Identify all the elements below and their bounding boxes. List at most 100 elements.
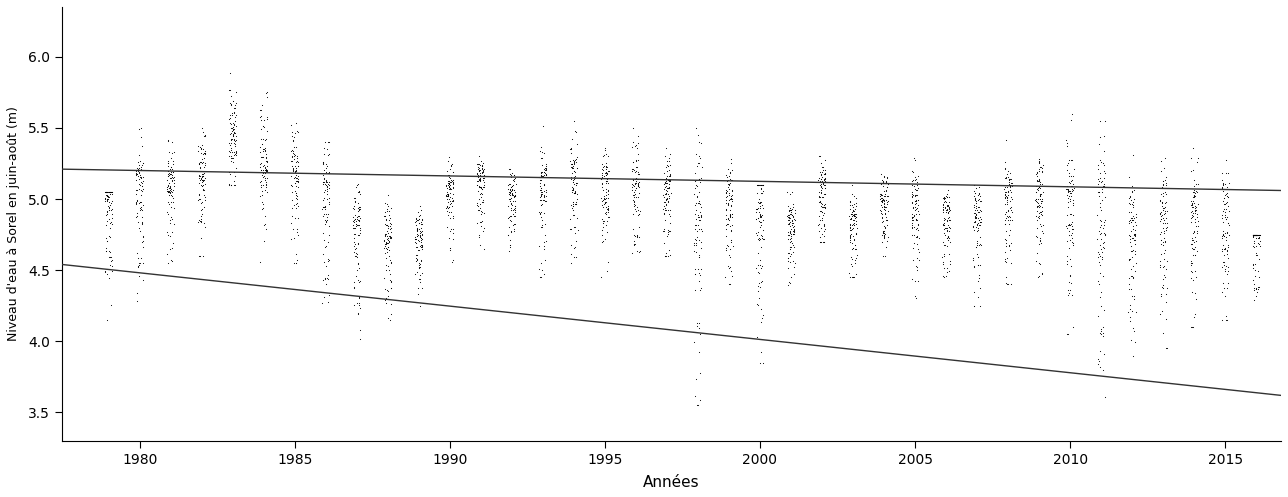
Point xyxy=(1060,179,1081,187)
Point xyxy=(625,175,645,183)
Point xyxy=(841,273,862,281)
Point xyxy=(1091,246,1112,253)
Point xyxy=(752,277,773,285)
Point xyxy=(656,182,676,190)
Point xyxy=(999,217,1020,225)
Point xyxy=(873,227,894,235)
Point xyxy=(225,117,246,125)
Point xyxy=(809,193,829,201)
Point xyxy=(251,166,272,174)
Point xyxy=(1212,245,1233,253)
Point xyxy=(407,232,428,240)
Point xyxy=(690,174,711,182)
Point xyxy=(565,128,586,136)
Point xyxy=(596,179,617,187)
Point xyxy=(1244,272,1265,280)
Point xyxy=(287,178,308,186)
Point xyxy=(1088,248,1109,256)
Point xyxy=(102,188,122,196)
Point xyxy=(224,108,245,116)
Point xyxy=(1029,177,1050,185)
Point xyxy=(598,166,618,174)
Point xyxy=(563,200,583,208)
Point xyxy=(905,199,926,207)
Point xyxy=(723,185,743,193)
Point xyxy=(1063,184,1083,192)
Point xyxy=(1091,253,1112,261)
Point xyxy=(1245,231,1266,239)
Point xyxy=(438,192,459,200)
Point xyxy=(654,206,675,214)
Point xyxy=(128,263,148,271)
Point xyxy=(319,200,340,208)
Point xyxy=(969,216,989,224)
Point xyxy=(1182,276,1203,284)
Point xyxy=(470,184,491,192)
Point xyxy=(531,223,551,231)
Point xyxy=(282,166,303,173)
Point xyxy=(871,190,891,198)
Point xyxy=(1249,234,1270,242)
Point xyxy=(189,252,210,260)
Point xyxy=(814,181,835,189)
Point xyxy=(1184,186,1204,194)
Point xyxy=(102,267,122,275)
Point xyxy=(715,205,735,213)
Point xyxy=(1057,222,1078,230)
Point xyxy=(935,208,956,216)
Point xyxy=(164,220,184,228)
Point xyxy=(809,181,829,189)
Point xyxy=(160,168,180,176)
Point xyxy=(193,155,214,163)
Point xyxy=(688,175,708,183)
Point xyxy=(1249,237,1270,245)
Point xyxy=(1091,196,1112,204)
Point xyxy=(841,253,862,261)
Point xyxy=(194,193,215,201)
Point xyxy=(564,244,585,251)
Point xyxy=(846,224,867,232)
Point xyxy=(1215,191,1235,199)
Point xyxy=(625,167,645,175)
Point xyxy=(779,214,800,222)
Point xyxy=(1092,248,1113,256)
Point xyxy=(188,218,209,226)
Point xyxy=(938,234,958,242)
Point xyxy=(1118,285,1139,293)
Point xyxy=(410,212,430,220)
Point xyxy=(316,160,336,168)
Point xyxy=(748,198,769,206)
Point xyxy=(902,197,922,205)
Point xyxy=(844,210,864,218)
Point xyxy=(318,298,339,306)
Point xyxy=(938,202,958,210)
Point xyxy=(157,183,178,191)
Point xyxy=(935,203,956,211)
Point xyxy=(410,242,430,250)
Point xyxy=(813,238,833,246)
Point xyxy=(160,165,180,173)
Point xyxy=(536,171,556,179)
Point xyxy=(283,137,304,145)
Point xyxy=(314,138,335,146)
Point xyxy=(689,213,710,221)
Point xyxy=(220,135,241,143)
Point xyxy=(95,247,116,255)
Point xyxy=(255,154,276,162)
Point xyxy=(746,215,766,223)
Point xyxy=(656,201,676,209)
Point xyxy=(563,164,583,172)
Point xyxy=(157,167,178,175)
Point xyxy=(380,234,401,242)
Point xyxy=(598,258,618,266)
Point xyxy=(627,179,648,187)
Point xyxy=(1185,289,1206,297)
Point xyxy=(815,204,836,212)
Point xyxy=(595,199,616,207)
Point xyxy=(535,164,555,172)
Point xyxy=(661,171,681,179)
Point xyxy=(1213,187,1234,195)
Point xyxy=(130,198,151,206)
Point xyxy=(622,210,643,218)
Point xyxy=(1122,216,1142,224)
